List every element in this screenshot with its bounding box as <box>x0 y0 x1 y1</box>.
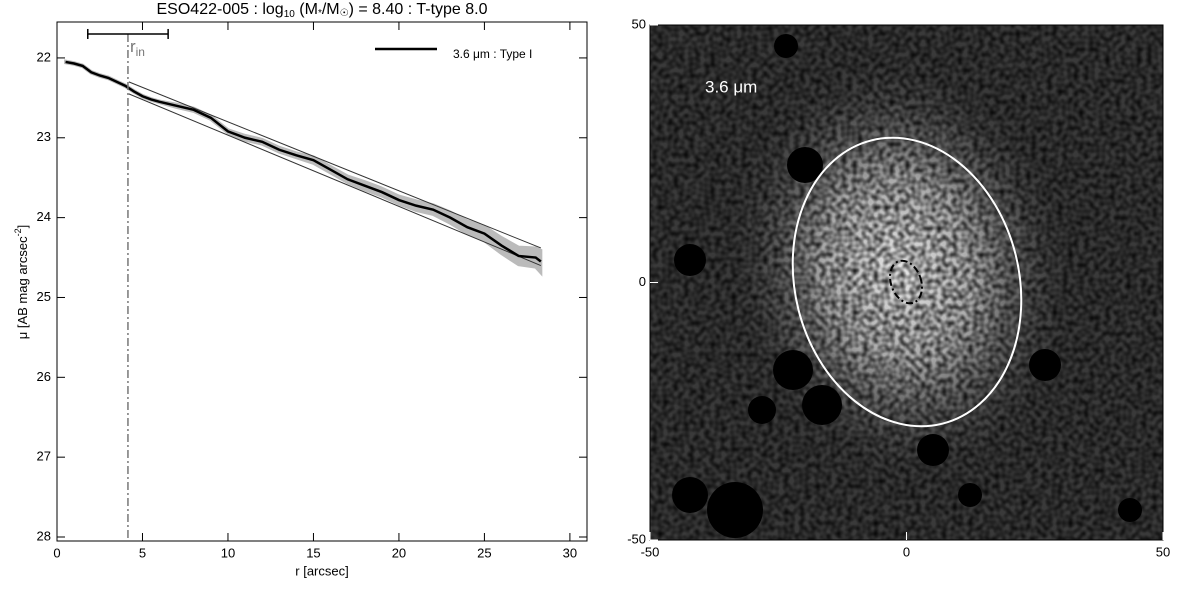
x-tick-label: 20 <box>392 545 406 560</box>
mask <box>917 434 949 466</box>
image <box>650 25 1163 540</box>
y-tick-label: 24 <box>37 209 51 224</box>
y-tick-label: 25 <box>37 289 51 304</box>
x-tick-label: 0 <box>903 544 910 559</box>
mask <box>1029 349 1061 381</box>
y-tick-label: 50 <box>632 16 646 31</box>
profile-line <box>65 60 542 263</box>
mask <box>787 147 823 183</box>
y-tick-label: 28 <box>37 528 51 543</box>
r-in-text: r <box>130 37 136 56</box>
x-axis-label: r [arcsec] <box>295 563 348 578</box>
y-tick-label: -50 <box>627 531 646 546</box>
y-tick-label: 22 <box>37 49 51 64</box>
x-tick-label: 15 <box>306 545 320 560</box>
x-tick-label: 30 <box>563 545 577 560</box>
y-tick-label: 0 <box>639 274 646 289</box>
mask <box>748 396 776 424</box>
mask <box>802 385 842 425</box>
x-tick-label: -50 <box>641 544 660 559</box>
r-in-label: rin <box>130 37 145 59</box>
mask <box>773 350 813 390</box>
y-tick-label: 26 <box>37 369 51 384</box>
image-noise <box>650 25 1163 540</box>
y-tick-label: 23 <box>37 129 51 144</box>
x-tick-label: 10 <box>221 545 235 560</box>
y-tick-label: 27 <box>37 449 51 464</box>
x-tick-label: 5 <box>139 545 146 560</box>
mask <box>1118 498 1142 522</box>
r-in-sub: in <box>136 45 145 59</box>
x-tick-label: 25 <box>477 545 491 560</box>
x-tick-label: 0 <box>53 545 60 560</box>
image-label: 3.6 μm <box>705 77 757 96</box>
mask <box>672 477 708 513</box>
x-tick-label: 50 <box>1156 544 1170 559</box>
mask <box>674 244 706 276</box>
masks <box>672 34 1142 538</box>
inner-ellipse <box>889 259 923 305</box>
y-axis-label: μ [AB mag arcsec-2] <box>13 225 30 340</box>
fit-line <box>128 81 542 249</box>
mask <box>958 483 982 507</box>
outer-ellipse <box>791 136 1023 428</box>
fit-line <box>128 93 542 266</box>
legend-label: 3.6 μm : Type I <box>453 47 532 61</box>
chart-title: ESO422-005 : log10 (M*/M☉) = 8.40 : T-ty… <box>157 1 488 19</box>
mask <box>774 34 798 58</box>
mask <box>707 482 763 538</box>
plot-frame <box>56 21 588 542</box>
